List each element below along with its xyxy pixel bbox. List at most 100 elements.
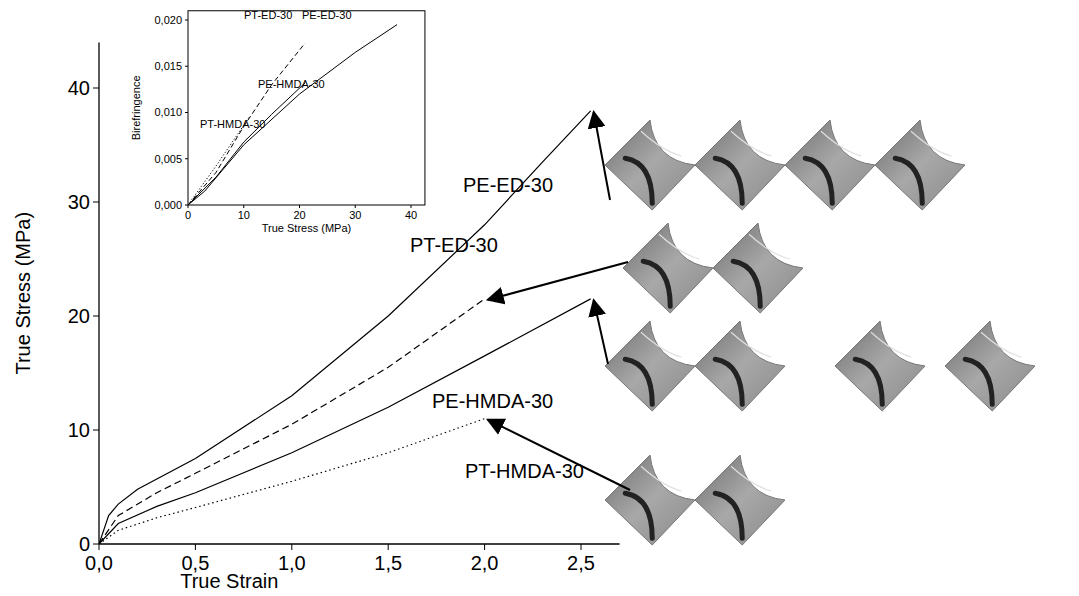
sample-image [835,321,925,411]
x-tick-label: 30 [349,209,361,221]
sample-edge [641,466,682,491]
sample-shape [875,120,965,210]
sample-edge [821,131,862,156]
y-tick-label: 0,005 [154,153,182,165]
series-label: PE-ED-30 [302,9,352,21]
arrow [594,112,610,200]
x-tick [484,544,485,550]
series-label: PE-ED-30 [463,174,553,196]
sample-band [855,359,882,404]
x-tick-label: 1,0 [278,552,306,574]
y-tick [93,202,99,203]
sample-edge [731,131,772,156]
x-tick [581,544,582,550]
x-axis-title: True Strain [180,570,278,592]
sample-image [695,321,785,411]
plot-frame [188,11,425,205]
y-tick [185,112,188,113]
series-line [188,83,305,205]
y-tick [185,20,188,21]
arrow [488,262,628,300]
x-tick-label: 20 [293,209,305,221]
sample-shape [605,321,695,411]
sample-image [713,223,803,313]
x-axis-title: True Stress (MPa) [262,222,351,234]
series-label: PT-HMDA-30 [465,460,584,482]
sample-edge [659,234,700,259]
sample-image [623,223,713,313]
sample-band [643,261,670,306]
sample-edge [641,332,682,357]
sample-edge [871,332,912,357]
x-tick-label: 0,0 [85,552,113,574]
sample-image [605,455,695,545]
y-tick-label: 0,015 [154,60,182,72]
sample-shape [605,120,695,210]
series-line [99,299,485,544]
series-label: PE-HMDA-30 [432,390,553,412]
x-tick-label: 40 [405,209,417,221]
sample-shape [695,455,785,545]
sample-band [733,261,760,306]
series-line [188,117,249,205]
x-tick [243,205,244,208]
series-label: PT-ED-30 [244,9,292,21]
sample-band [965,359,992,404]
x-tick-label: 0 [185,209,191,221]
arrow [594,300,608,364]
y-axis-title: Birefringence [130,75,142,140]
sample-edge [749,234,790,259]
y-tick-label: 10 [68,419,90,441]
y-tick [93,316,99,317]
y-tick [185,158,188,159]
sample-band [715,158,742,203]
x-tick [411,205,412,208]
plot-background [188,11,425,205]
series-line [188,43,305,205]
series-line [188,25,397,205]
sample-shape [713,223,803,313]
sample-edge [731,466,772,491]
sample-band [625,493,652,538]
series-line [99,419,485,544]
sample-image [945,321,1035,411]
x-tick [299,205,300,208]
sample-shape [695,321,785,411]
sample-image [785,120,875,210]
sample-shape [945,321,1035,411]
y-tick-label: 0,020 [154,14,182,26]
sample-image [695,455,785,545]
x-tick-label: 2,0 [471,552,499,574]
sample-image [875,120,965,210]
x-tick [355,205,356,208]
y-tick [185,66,188,67]
x-tick-label: 1,5 [374,552,402,574]
y-tick-label: 40 [68,77,90,99]
y-tick [93,544,99,545]
sample-edge [981,332,1022,357]
y-tick [93,430,99,431]
sample-band [715,359,742,404]
x-tick [195,544,196,550]
arrow [488,420,630,490]
sample-band [805,158,832,203]
sample-shape [623,223,713,313]
sample-shape [785,120,875,210]
y-tick-label: 30 [68,191,90,213]
sample-edge [641,131,682,156]
figure: 0,00,51,01,52,02,5010203040True StrainTr… [0,0,1079,596]
sample-shape [695,120,785,210]
sample-shape [605,455,695,545]
y-tick [93,88,99,89]
series-group [188,25,397,205]
sample-band [715,493,742,538]
x-tick [388,544,389,550]
y-tick-label: 0 [79,533,90,555]
x-tick [291,544,292,550]
y-tick-label: 20 [68,305,90,327]
series-label: PT-ED-30 [410,234,498,256]
series-label: PE-HMDA-30 [258,78,325,90]
y-axis [98,42,99,544]
x-axis [99,543,620,544]
y-tick [185,205,188,206]
